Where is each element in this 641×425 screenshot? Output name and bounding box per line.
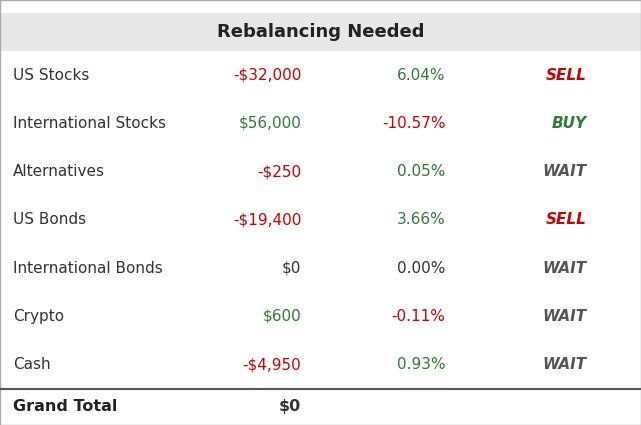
Text: BUY: BUY [551, 116, 587, 131]
Text: 3.66%: 3.66% [397, 212, 445, 227]
Text: WAIT: WAIT [542, 261, 587, 276]
Text: Cash: Cash [13, 357, 51, 372]
Text: Crypto: Crypto [13, 309, 64, 324]
Text: -10.57%: -10.57% [382, 116, 445, 131]
Text: 6.04%: 6.04% [397, 68, 445, 82]
Text: US Bonds: US Bonds [13, 212, 86, 227]
Text: Rebalancing Needed: Rebalancing Needed [217, 23, 424, 41]
Text: International Bonds: International Bonds [13, 261, 163, 276]
Text: SELL: SELL [545, 68, 587, 82]
Text: Grand Total: Grand Total [13, 400, 117, 414]
Text: WAIT: WAIT [542, 309, 587, 324]
Text: -0.11%: -0.11% [392, 309, 445, 324]
Text: $56,000: $56,000 [238, 116, 301, 131]
Text: WAIT: WAIT [542, 164, 587, 179]
Text: 0.05%: 0.05% [397, 164, 445, 179]
Text: $600: $600 [263, 309, 301, 324]
Text: WAIT: WAIT [542, 357, 587, 372]
Text: -$250: -$250 [257, 164, 301, 179]
Text: -$19,400: -$19,400 [233, 212, 301, 227]
Text: -$32,000: -$32,000 [233, 68, 301, 82]
FancyBboxPatch shape [0, 13, 641, 51]
Text: US Stocks: US Stocks [13, 68, 89, 82]
Text: SELL: SELL [545, 212, 587, 227]
Text: $0: $0 [279, 400, 301, 414]
Text: $0: $0 [282, 261, 301, 276]
Text: 0.93%: 0.93% [397, 357, 445, 372]
Text: 0.00%: 0.00% [397, 261, 445, 276]
Text: -$4,950: -$4,950 [242, 357, 301, 372]
Text: International Stocks: International Stocks [13, 116, 166, 131]
Text: Alternatives: Alternatives [13, 164, 105, 179]
